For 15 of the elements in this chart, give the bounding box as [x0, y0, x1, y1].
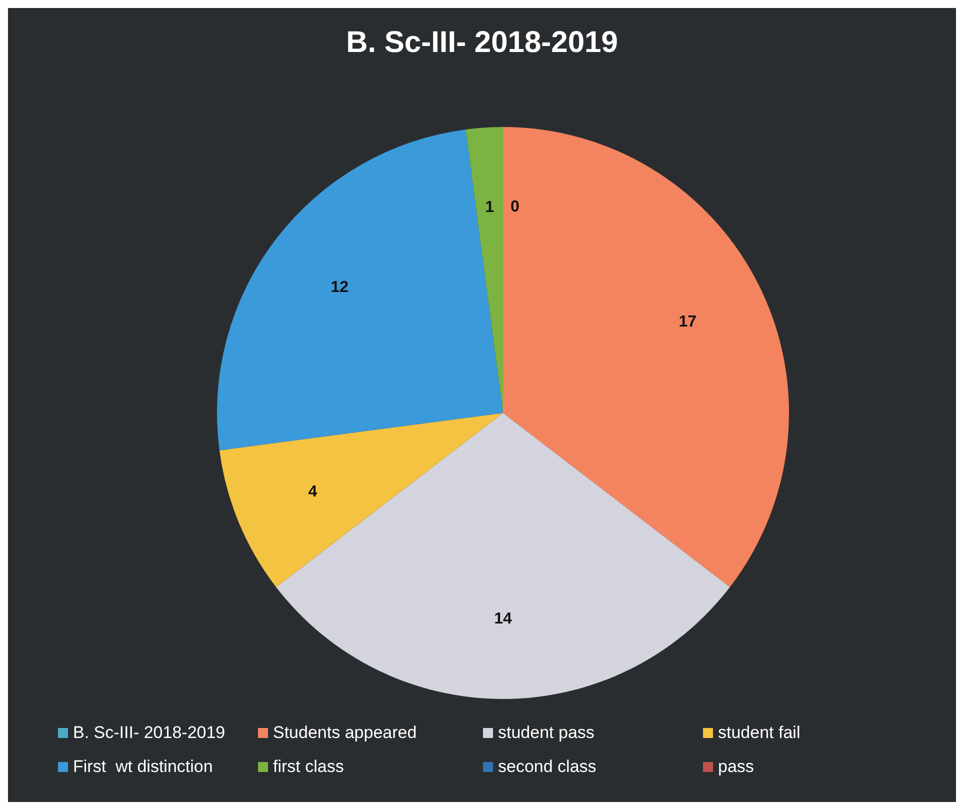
data-label: 12 — [330, 279, 349, 296]
text: 0 — [510, 198, 520, 216]
legend-label: B. Sc-III- 2018-2019 — [73, 723, 226, 743]
legend-label: Students appeared — [273, 723, 417, 743]
legend-label: second class — [498, 757, 596, 777]
data-label: 14 — [494, 610, 512, 628]
legend-label: student fail — [718, 723, 800, 743]
data-label: 4 — [308, 483, 318, 500]
legend-label: student pass — [498, 723, 594, 743]
legend-label: First wt distinction — [73, 757, 213, 777]
data-label: 1 — [485, 199, 494, 216]
chart-title: B. Sc-III- 2018-2019 — [345, 26, 619, 60]
data-label: 17 — [678, 313, 697, 330]
legend-label: pass — [718, 757, 754, 777]
legend-label: first class — [273, 757, 344, 777]
